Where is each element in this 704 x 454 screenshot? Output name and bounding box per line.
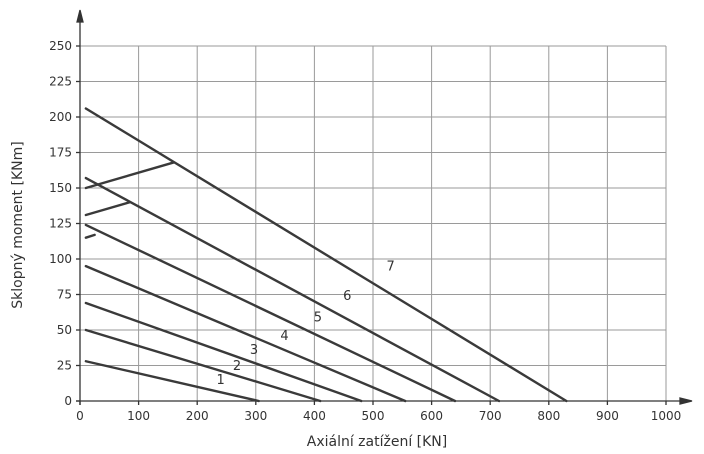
series-line-1: [84, 360, 260, 403]
x-axis-arrow: [679, 397, 693, 405]
series-label-3: 3: [250, 343, 258, 358]
x-tick-label: 200: [186, 409, 209, 423]
x-tick-labels: 0 100 200 300 400 500 600 700 800 900 1000: [76, 409, 681, 423]
x-tick-label: 300: [244, 409, 267, 423]
x-tick-label: 100: [127, 409, 150, 423]
y-tick-label: 200: [49, 110, 72, 124]
series-label-6: 6: [343, 289, 351, 304]
y-tick-label: 50: [57, 323, 72, 337]
axes: [76, 9, 693, 405]
x-tick-label: 700: [479, 409, 502, 423]
y-tick-label: 100: [49, 252, 72, 266]
series-label-2: 2: [233, 359, 241, 374]
series-label-1: 1: [216, 373, 224, 388]
series-line-2: [84, 328, 322, 403]
series-line-5: [84, 223, 457, 403]
y-tick-label: 150: [49, 181, 72, 195]
x-tick-label: 0: [76, 409, 84, 423]
y-tick-label: 225: [49, 75, 72, 89]
y-axis-label: Sklopný moment [KNm]: [10, 141, 26, 308]
x-tick-label: 900: [596, 409, 619, 423]
x-tick-label: 1000: [651, 409, 682, 423]
branch-line-1: [84, 161, 175, 190]
series-label-4: 4: [280, 329, 288, 344]
x-tick-label: 500: [362, 409, 385, 423]
branch-line-2: [84, 201, 132, 217]
series-line-6: [84, 176, 501, 403]
curve-labels: 123 4 5 6 7: [216, 259, 394, 388]
x-tick-label: 800: [537, 409, 560, 423]
x-axis-label: Axiální zatížení [KN]: [307, 434, 448, 450]
x-tick-label: 400: [303, 409, 326, 423]
grid: [80, 45, 667, 401]
y-tick-label: 75: [57, 288, 72, 302]
branch-line-3: [84, 233, 96, 239]
y-tick-label: 25: [57, 359, 72, 373]
series-label-5: 5: [314, 310, 322, 325]
series-label-7: 7: [386, 259, 394, 274]
y-axis-arrow: [76, 9, 84, 23]
y-tick-label: 175: [49, 146, 72, 160]
y-tick-label: 0: [64, 394, 72, 408]
curves: [84, 107, 568, 403]
series-line-4: [84, 264, 407, 403]
y-tick-label: 125: [49, 217, 72, 231]
x-tick-label: 600: [420, 409, 443, 423]
y-tick-labels: 0 25 50 75 100 125 150 175 200 225 250: [49, 39, 72, 408]
series-line-7: [84, 107, 568, 403]
series-line-3: [84, 301, 363, 403]
y-tick-label: 250: [49, 39, 72, 53]
